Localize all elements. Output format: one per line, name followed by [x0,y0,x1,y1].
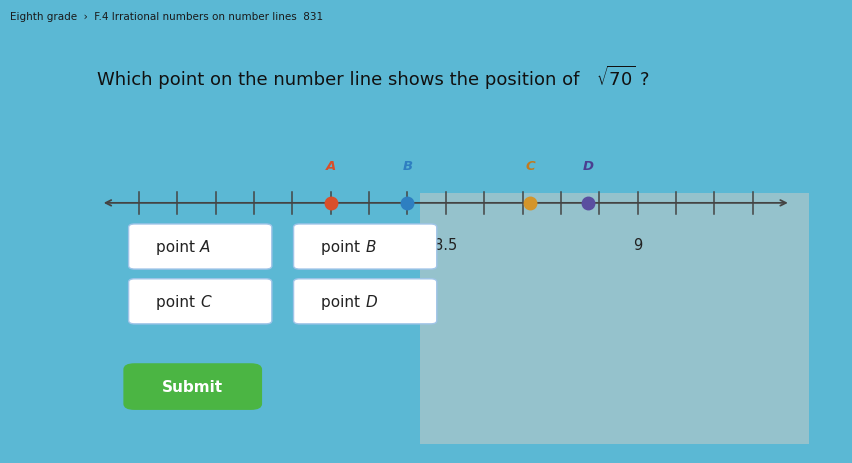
FancyBboxPatch shape [294,225,437,269]
Text: point: point [321,239,366,255]
Text: 8.5: 8.5 [435,238,458,253]
Text: A: A [200,239,210,255]
Bar [419,194,809,444]
Text: B: B [366,239,376,255]
Text: C: C [200,294,210,309]
Text: A: A [325,160,336,173]
Text: 9: 9 [633,238,642,253]
Text: Which point on the number line shows the position of: Which point on the number line shows the… [97,71,585,89]
FancyBboxPatch shape [129,279,272,324]
Text: 8: 8 [250,238,258,253]
Text: Submit: Submit [162,379,223,394]
Text: point: point [321,294,366,309]
FancyBboxPatch shape [294,279,437,324]
Text: D: D [582,160,593,173]
Text: point: point [157,294,200,309]
Text: B: B [402,160,412,173]
FancyBboxPatch shape [129,225,272,269]
Text: C: C [526,160,535,173]
Text: point: point [157,239,200,255]
FancyBboxPatch shape [124,363,262,410]
Text: $\sqrt{70}$ ?: $\sqrt{70}$ ? [596,66,649,90]
Text: Eighth grade  ›  F.4 Irrational numbers on number lines  831: Eighth grade › F.4 Irrational numbers on… [10,12,324,22]
Text: D: D [366,294,377,309]
